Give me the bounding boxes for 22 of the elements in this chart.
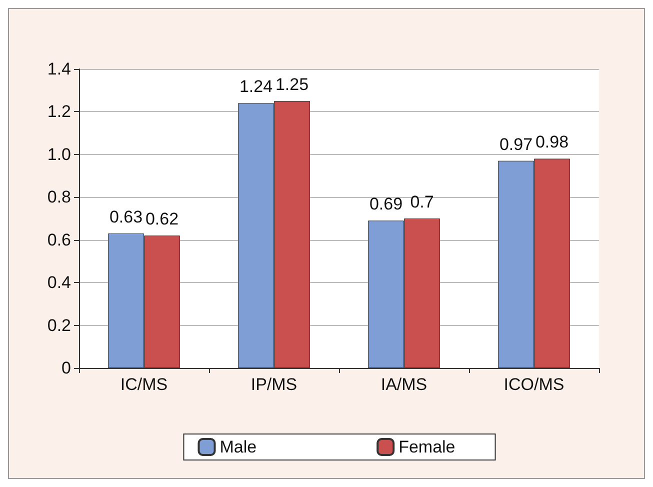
y-tick-label: 0.2 xyxy=(47,316,71,335)
y-tick-label: 0 xyxy=(62,358,71,378)
legend-label: Male xyxy=(220,438,257,456)
y-tick-label: 0.4 xyxy=(47,273,71,292)
data-label: 0.63 xyxy=(109,207,143,226)
y-tick-label: 1.2 xyxy=(47,102,71,122)
data-label: 0.97 xyxy=(499,134,533,154)
data-label: 0.98 xyxy=(535,132,569,152)
x-tick-label: IA/MS xyxy=(380,375,428,394)
y-tick-label: 0.6 xyxy=(47,230,71,250)
x-tick-label: IP/MS xyxy=(250,375,298,394)
y-tick-label: 0.8 xyxy=(47,188,71,207)
legend-label: Female xyxy=(398,438,456,456)
data-label: 1.25 xyxy=(275,75,309,94)
x-tick-label: IC/MS xyxy=(120,375,168,394)
y-tick-label: 1.4 xyxy=(47,60,71,78)
y-tick-label: 1.0 xyxy=(47,144,71,164)
data-label: 1.24 xyxy=(239,77,273,96)
data-label: 0.62 xyxy=(145,210,179,229)
data-label: 0.69 xyxy=(369,194,403,214)
x-tick-label: ICO/MS xyxy=(504,375,564,394)
data-label: 0.7 xyxy=(410,192,434,212)
